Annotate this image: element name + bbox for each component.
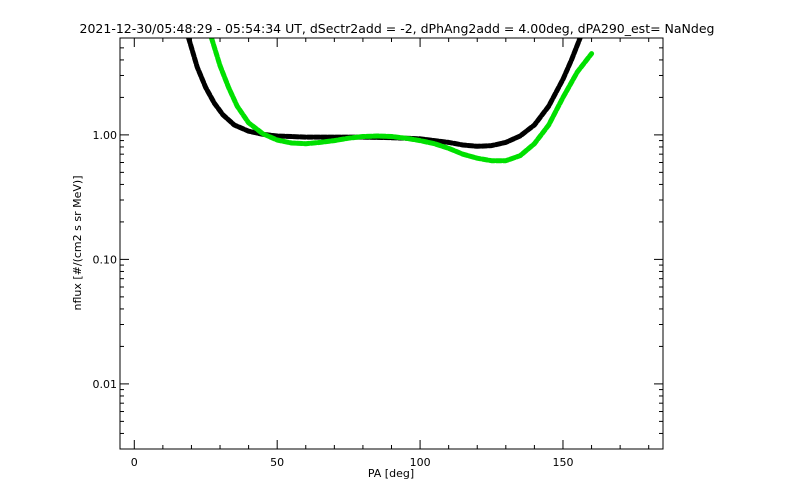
y-tick-label: 1.00 bbox=[93, 129, 118, 142]
axes-layer: 0 50 100 150 0.01 0.10 1.00 bbox=[93, 37, 663, 469]
chart-title: 2021-12-30/05:48:29 - 05:54:34 UT, dSect… bbox=[80, 21, 715, 36]
x-tick-label: 0 bbox=[131, 456, 138, 469]
x-tick-label: 50 bbox=[270, 456, 284, 469]
x-axis-label: PA [deg] bbox=[368, 467, 414, 480]
plot-frame bbox=[119, 37, 664, 450]
x-tick-label: 100 bbox=[410, 456, 431, 469]
y-tick-label: 0.10 bbox=[93, 253, 118, 266]
y-tick-label: 0.01 bbox=[93, 378, 118, 391]
y-axis-label: nflux [#/(cm2 s sr MeV)] bbox=[71, 176, 84, 311]
x-tick-label: 150 bbox=[552, 456, 573, 469]
series-line-1 bbox=[186, 38, 583, 149]
series-layer bbox=[186, 38, 595, 164]
series-line-2 bbox=[209, 38, 595, 164]
